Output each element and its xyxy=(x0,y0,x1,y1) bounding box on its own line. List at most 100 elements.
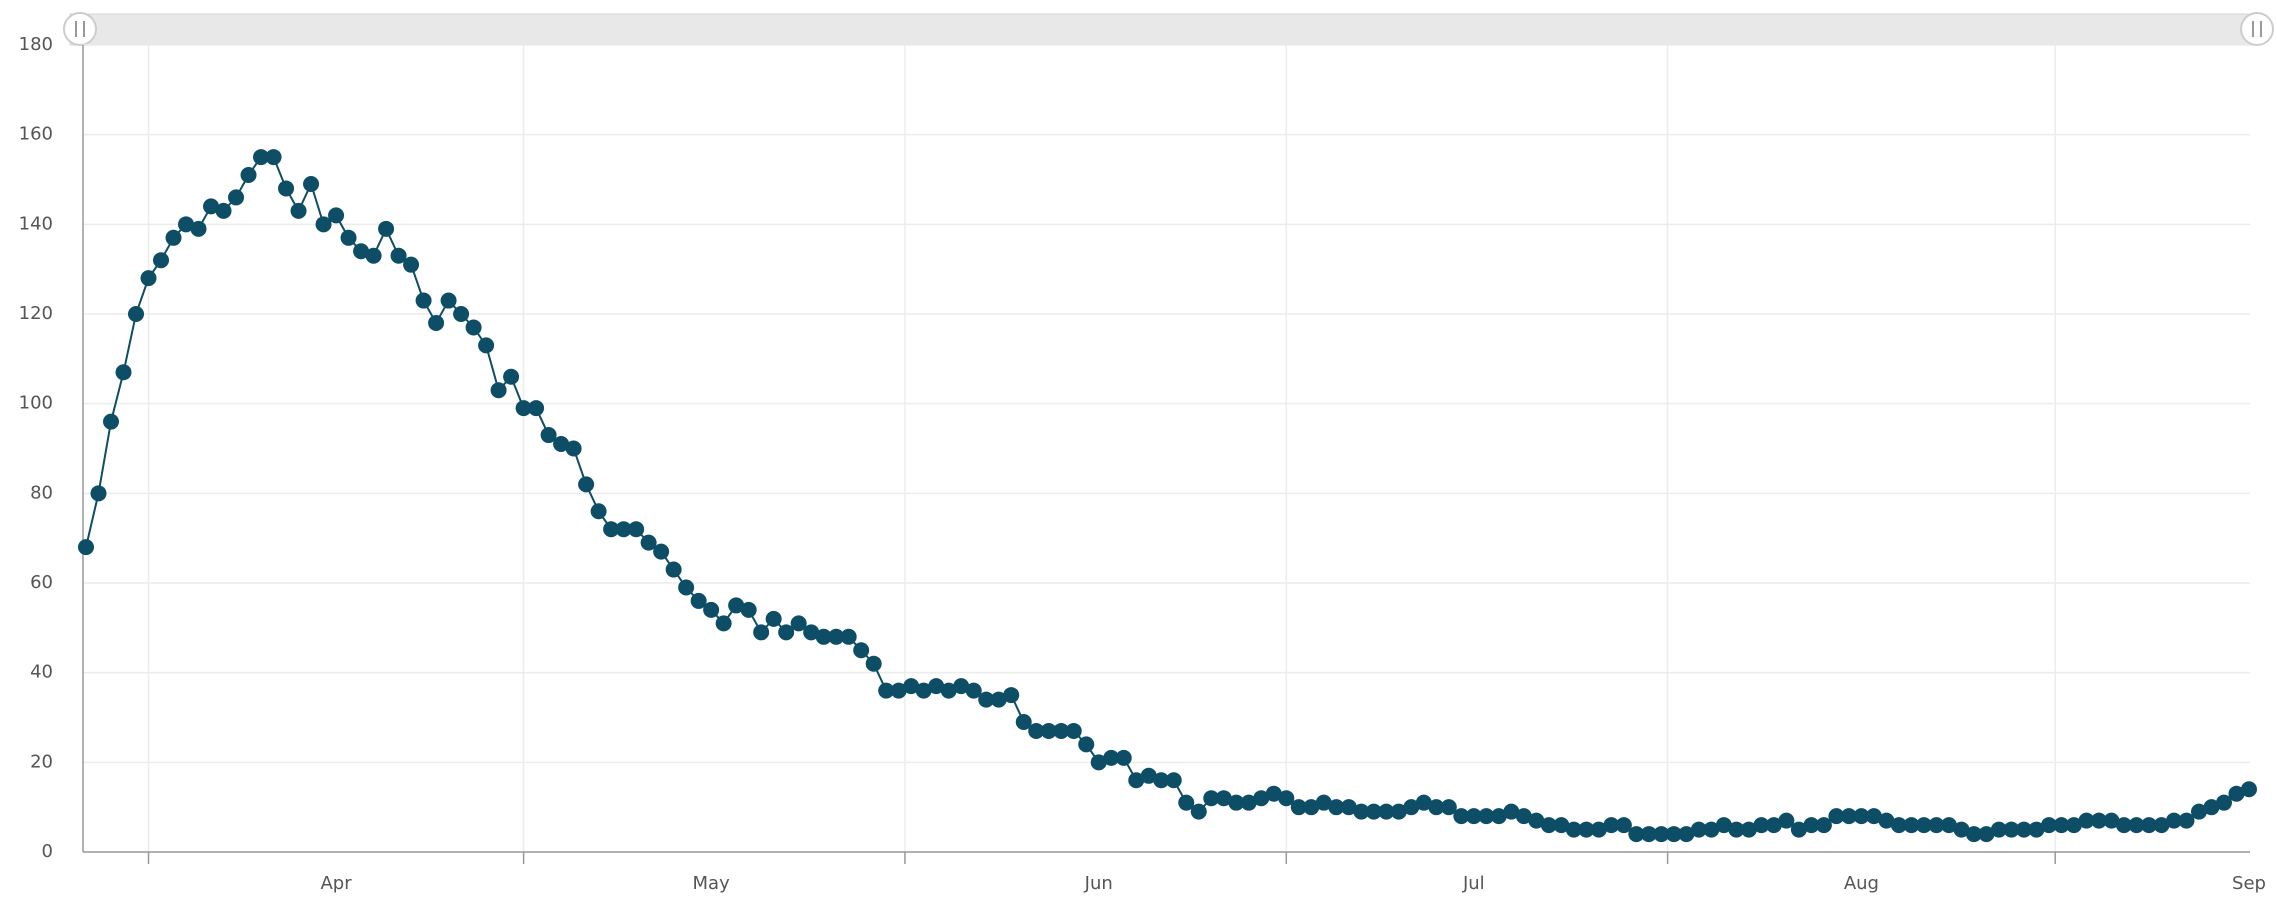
point xyxy=(640,534,657,551)
point xyxy=(2215,794,2232,811)
point xyxy=(2015,821,2032,838)
point xyxy=(1428,799,1445,816)
point xyxy=(615,521,632,538)
point xyxy=(753,624,770,641)
point xyxy=(1815,817,1832,834)
point xyxy=(1615,817,1632,834)
point xyxy=(428,314,445,331)
point xyxy=(253,149,270,166)
point xyxy=(815,628,832,645)
point xyxy=(190,220,207,237)
x-tick-label: Jul xyxy=(1462,873,1485,894)
y-tick-label: 60 xyxy=(30,572,53,593)
point xyxy=(2128,817,2145,834)
point xyxy=(2115,817,2132,834)
point xyxy=(328,207,345,224)
point xyxy=(1278,790,1295,807)
point xyxy=(1353,803,1370,820)
point xyxy=(478,337,495,354)
point xyxy=(1628,826,1645,843)
x-tick-label: Jun xyxy=(1084,873,1113,894)
point xyxy=(1240,794,1257,811)
point xyxy=(1878,812,1895,829)
point xyxy=(578,476,595,493)
point xyxy=(1178,794,1195,811)
point xyxy=(1040,722,1057,739)
x-tick-label: Sep xyxy=(2232,873,2266,894)
point xyxy=(1440,799,1457,816)
point xyxy=(440,292,457,309)
point xyxy=(2040,817,2057,834)
point xyxy=(1853,808,1870,825)
point xyxy=(515,400,532,417)
point xyxy=(1678,826,1695,843)
point xyxy=(1303,799,1320,816)
point xyxy=(378,220,395,237)
point xyxy=(853,642,870,659)
point xyxy=(603,521,620,538)
point xyxy=(265,149,282,166)
point xyxy=(1778,812,1795,829)
point xyxy=(1953,821,1970,838)
point xyxy=(465,319,482,336)
point xyxy=(1565,821,1582,838)
point xyxy=(865,655,882,672)
point xyxy=(1840,808,1857,825)
point xyxy=(1703,821,1720,838)
point xyxy=(1590,821,1607,838)
point xyxy=(1403,799,1420,816)
point xyxy=(1190,803,1207,820)
point xyxy=(703,601,720,618)
point xyxy=(1978,826,1995,843)
scrollbar-handle-right[interactable] xyxy=(2240,12,2274,46)
point xyxy=(1728,821,1745,838)
point xyxy=(2228,785,2245,802)
scrollbar-handle-left[interactable] xyxy=(63,12,97,46)
point xyxy=(678,579,695,596)
point xyxy=(728,597,745,614)
point xyxy=(2190,803,2207,820)
point xyxy=(1315,794,1332,811)
point xyxy=(790,615,807,632)
point xyxy=(778,624,795,641)
point xyxy=(2140,817,2157,834)
point xyxy=(115,364,132,381)
y-tick-label: 160 xyxy=(19,124,53,145)
point xyxy=(1540,817,1557,834)
point xyxy=(1528,812,1545,829)
point xyxy=(1103,749,1120,766)
point xyxy=(1915,817,1932,834)
point xyxy=(690,592,707,609)
point xyxy=(240,167,257,184)
point xyxy=(78,539,94,556)
point xyxy=(1903,817,1920,834)
point xyxy=(1865,808,1882,825)
point xyxy=(503,368,520,385)
y-tick-label: 40 xyxy=(30,662,53,683)
point xyxy=(1053,722,1070,739)
point xyxy=(2153,817,2170,834)
point xyxy=(890,682,907,699)
point xyxy=(1653,826,1670,843)
scrollbar[interactable] xyxy=(69,13,2261,46)
point xyxy=(1715,817,1732,834)
point xyxy=(553,436,570,453)
point xyxy=(1365,803,1382,820)
point xyxy=(1140,767,1157,784)
point xyxy=(1203,790,1220,807)
point xyxy=(715,615,732,632)
point xyxy=(165,229,182,246)
point xyxy=(1340,799,1357,816)
point xyxy=(1265,785,1282,802)
point xyxy=(1378,803,1395,820)
point xyxy=(1803,817,1820,834)
point xyxy=(490,382,507,399)
point xyxy=(1965,826,1982,843)
point xyxy=(2165,812,2182,829)
point xyxy=(1790,821,1807,838)
point xyxy=(2003,821,2020,838)
point xyxy=(1078,736,1095,753)
point xyxy=(453,306,470,322)
point xyxy=(1828,808,1845,825)
point xyxy=(303,175,320,192)
